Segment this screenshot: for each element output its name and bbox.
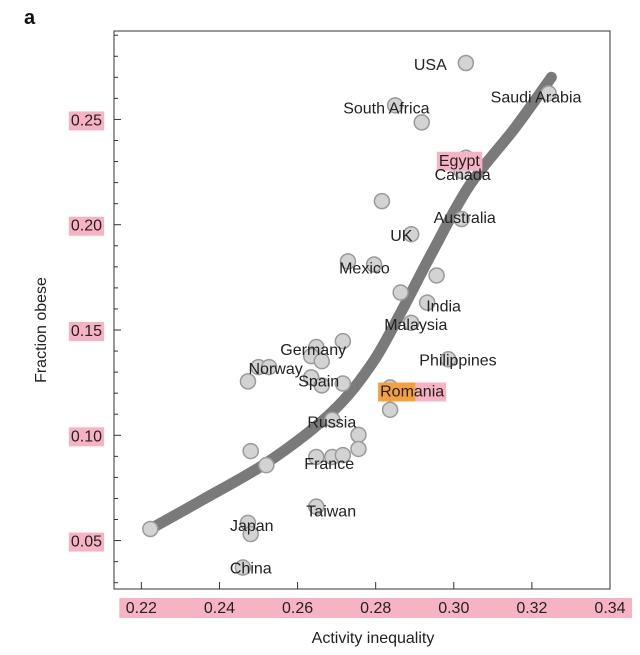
- country-label: Mexico: [339, 261, 390, 278]
- x-axis-title: Activity inequality: [312, 630, 435, 647]
- label-highlight: [436, 151, 483, 171]
- country-label: Canada: [435, 167, 491, 184]
- country-label: France: [304, 456, 354, 473]
- country-label: Romania: [380, 383, 444, 400]
- data-point: [392, 284, 409, 301]
- x-tick-label: 0.26: [282, 600, 313, 617]
- plot-frame: [113, 30, 611, 590]
- data-point: [339, 253, 357, 270]
- country-label: Malaysia: [384, 317, 447, 334]
- x-axis: 0.22 0.24 0.26 0.28 0.30 0.32 0.34: [119, 582, 633, 618]
- data-point: [239, 373, 257, 390]
- data-point: [334, 375, 352, 392]
- x-tick-label: 0.30: [438, 600, 469, 617]
- data-point: [308, 448, 325, 466]
- data-point: [453, 210, 470, 228]
- y-tick-highlight: [68, 111, 105, 131]
- country-label: Japan: [230, 518, 274, 535]
- fit-curve: [144, 71, 557, 535]
- data-point: [313, 377, 331, 394]
- x-tick-label: 0.32: [516, 600, 547, 617]
- label-highlight-accent: [378, 382, 416, 402]
- y-tick-label: 0.10: [71, 428, 102, 445]
- y-tick-label: 0.20: [71, 218, 102, 235]
- data-point: [242, 525, 259, 543]
- x-tick-label: 0.22: [126, 600, 157, 617]
- data-point: [402, 225, 420, 243]
- data-point: [418, 294, 436, 311]
- country-label: Taiwan: [306, 504, 356, 521]
- data-point: [386, 97, 404, 114]
- country-label: China: [230, 561, 272, 578]
- x-tick-label: 0.24: [204, 600, 235, 617]
- country-label: UK: [390, 228, 413, 245]
- y-tick-highlight: [68, 532, 105, 552]
- x-tick-label: 0.34: [594, 600, 625, 617]
- data-point: [540, 85, 557, 102]
- data-point: [350, 440, 367, 458]
- data-point: [402, 314, 420, 332]
- data-point: [365, 256, 383, 273]
- y-tick-label: 0.25: [71, 112, 102, 129]
- points-layer: [142, 54, 557, 576]
- country-label: Norway: [249, 361, 303, 378]
- data-point: [313, 352, 331, 370]
- data-point: [413, 114, 431, 131]
- country-label: Egypt: [439, 153, 480, 170]
- country-label: Spain: [298, 373, 339, 390]
- data-point: [334, 332, 352, 350]
- y-tick-highlight: [68, 322, 105, 342]
- country-label: Saudi Arabia: [491, 89, 582, 106]
- x-tick-label: 0.28: [360, 600, 391, 617]
- y-tick-highlight: [68, 216, 105, 236]
- data-point: [428, 267, 445, 284]
- y-tick-label: 0.05: [71, 534, 102, 551]
- data-point: [242, 442, 259, 460]
- data-point: [234, 559, 252, 576]
- country-label: Philippines: [419, 352, 496, 369]
- country-label: Australia: [434, 210, 496, 227]
- data-point: [334, 446, 352, 464]
- country-label: USA: [414, 57, 447, 74]
- data-point: [381, 401, 399, 419]
- data-point: [457, 54, 475, 72]
- x-tick-highlight: [119, 598, 633, 618]
- data-point: [308, 498, 325, 515]
- y-tick-label: 0.15: [71, 323, 102, 340]
- data-point: [258, 456, 275, 474]
- y-tick-highlight: [68, 427, 105, 447]
- y-axis: 0.05 0.10 0.15 0.20 0.25: [68, 34, 121, 584]
- country-label: India: [426, 299, 461, 316]
- fit-curve-layer: [144, 71, 557, 535]
- panel-letter: a: [24, 7, 36, 29]
- data-point: [142, 520, 159, 538]
- data-point: [260, 358, 278, 376]
- data-point: [373, 192, 391, 210]
- country-label: South Africa: [343, 100, 429, 117]
- y-axis-title: Fraction obese: [33, 277, 50, 383]
- country-label: Russia: [307, 415, 356, 432]
- data-point: [440, 351, 457, 368]
- country-label: Germany: [280, 342, 346, 359]
- data-point: [324, 411, 341, 428]
